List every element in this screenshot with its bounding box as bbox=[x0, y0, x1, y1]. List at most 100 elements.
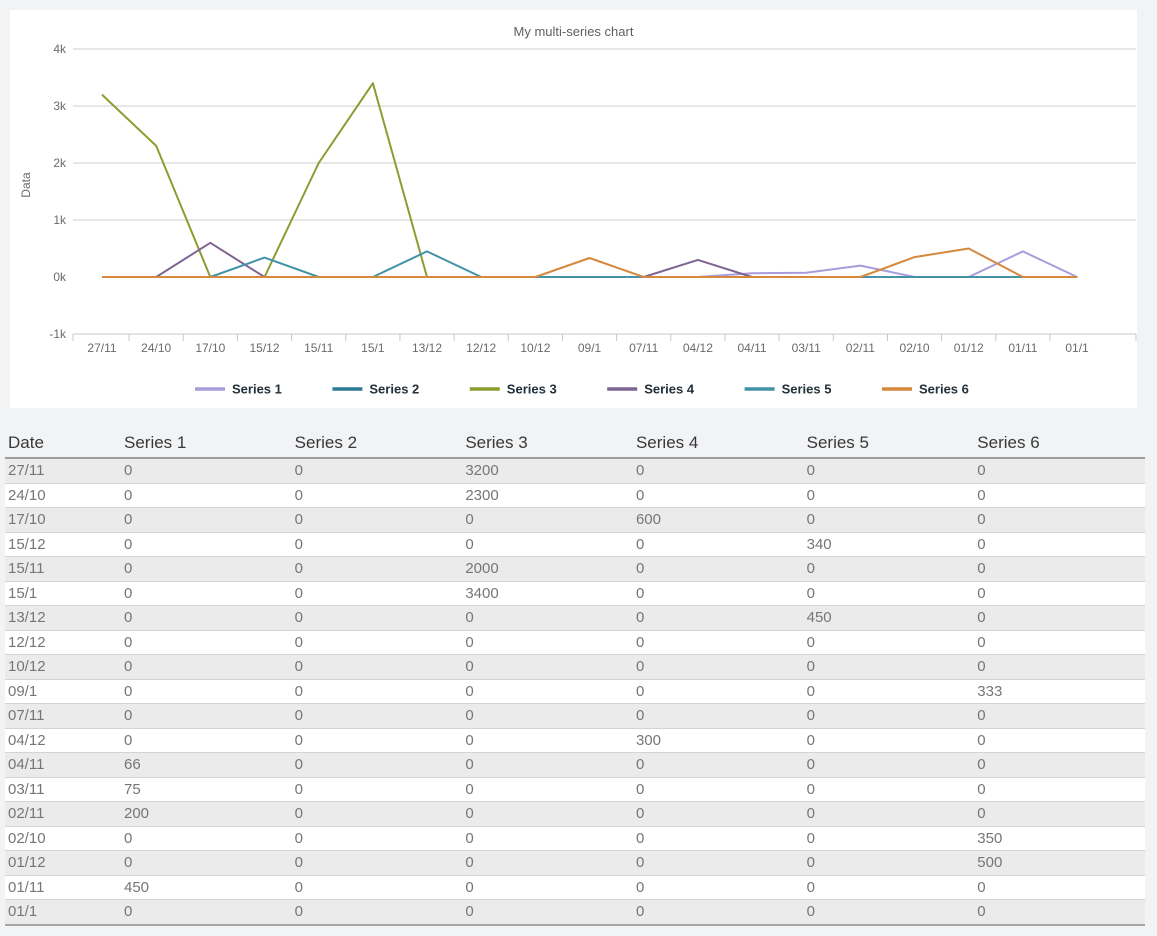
cell: 0 bbox=[462, 654, 633, 679]
x-tick-label: 15/1 bbox=[361, 341, 385, 355]
x-tick-label: 02/10 bbox=[900, 341, 930, 355]
y-tick-label: 4k bbox=[53, 42, 67, 56]
table-row: 15/1 0 0 3400 0 0 0 bbox=[5, 580, 1145, 606]
cell: 01/12 bbox=[5, 850, 121, 875]
x-tick-label: 09/1 bbox=[578, 341, 602, 355]
y-tick-label: 3k bbox=[53, 99, 67, 113]
legend-label: Series 5 bbox=[782, 382, 832, 397]
table-row: 02/11 200 0 0 0 0 0 bbox=[5, 801, 1145, 826]
table-row: 03/11 75 0 0 0 0 0 bbox=[5, 776, 1145, 802]
cell: 0 bbox=[291, 752, 463, 777]
x-tick-label: 13/12 bbox=[412, 341, 442, 355]
legend-item-series-2[interactable]: Series 2 bbox=[332, 382, 419, 397]
legend-item-series-3[interactable]: Series 3 bbox=[469, 382, 557, 397]
table-row: 01/12 0 0 0 0 0 500 bbox=[5, 850, 1145, 875]
cell: 0 bbox=[121, 629, 292, 655]
cell: 0 bbox=[803, 654, 975, 679]
cell: 0 bbox=[462, 801, 633, 826]
cell: 0 bbox=[974, 899, 1145, 925]
cell: 09/1 bbox=[5, 678, 121, 704]
column-header-series-6: Series 6 bbox=[974, 428, 1145, 459]
cell: 0 bbox=[803, 899, 975, 925]
cell: 333 bbox=[974, 678, 1145, 704]
table-row: 15/12 0 0 0 0 340 0 bbox=[5, 531, 1145, 557]
table-row: 10/12 0 0 0 0 0 0 bbox=[5, 654, 1145, 679]
table-row: 24/10 0 0 2300 0 0 0 bbox=[5, 482, 1145, 508]
cell: 0 bbox=[803, 825, 975, 851]
cell: 0 bbox=[632, 580, 804, 606]
cell: 0 bbox=[632, 457, 804, 483]
cell: 0 bbox=[974, 654, 1145, 679]
cell: 15/11 bbox=[5, 556, 121, 581]
cell: 01/11 bbox=[5, 874, 121, 900]
cell: 0 bbox=[121, 531, 292, 557]
cell: 75 bbox=[121, 776, 292, 802]
header-row: Date Series 1 Series 2 Series 3 Series 4 Seri… bbox=[5, 428, 1145, 459]
cell: 500 bbox=[974, 850, 1145, 875]
table-row: 01/11 450 0 0 0 0 0 bbox=[5, 874, 1145, 900]
table-row: 04/11 66 0 0 0 0 0 bbox=[5, 752, 1145, 777]
cell: 02/11 bbox=[5, 801, 121, 826]
cell: 0 bbox=[291, 507, 463, 532]
table-row: 12/12 0 0 0 0 0 0 bbox=[5, 629, 1145, 655]
cell: 0 bbox=[121, 605, 292, 630]
x-tick-label: 04/12 bbox=[683, 341, 713, 355]
table-header: Date Series 1 Series 2 Series 3 Series 4 Seri… bbox=[5, 428, 1145, 459]
column-header-series-5: Series 5 bbox=[803, 428, 975, 459]
cell: 0 bbox=[803, 752, 975, 777]
cell: 0 bbox=[291, 727, 463, 753]
series-line-series-5[interactable] bbox=[102, 250, 1078, 278]
y-tick-label: 0k bbox=[53, 270, 67, 284]
cell: 0 bbox=[974, 605, 1145, 630]
cell: 0 bbox=[121, 825, 292, 851]
cell: 24/10 bbox=[5, 482, 121, 508]
cell: 12/12 bbox=[5, 629, 121, 655]
cell: 04/12 bbox=[5, 727, 121, 753]
cell: 0 bbox=[291, 899, 463, 925]
series-line-series-6[interactable] bbox=[102, 247, 1078, 278]
cell: 0 bbox=[291, 874, 463, 900]
cell: 0 bbox=[291, 776, 463, 802]
cell: 0 bbox=[632, 825, 804, 851]
cell: 0 bbox=[803, 580, 975, 606]
cell: 0 bbox=[632, 629, 804, 655]
legend-item-series-4[interactable]: Series 4 bbox=[607, 382, 695, 397]
cell: 450 bbox=[121, 874, 292, 900]
cell: 0 bbox=[974, 703, 1145, 728]
cell: 0 bbox=[803, 801, 975, 826]
series-line-series-3[interactable] bbox=[101, 82, 1078, 278]
legend-item-series-6[interactable]: Series 6 bbox=[882, 382, 969, 397]
cell: 0 bbox=[974, 752, 1145, 777]
cell: 0 bbox=[121, 556, 292, 581]
cell: 0 bbox=[462, 752, 633, 777]
cell: 0 bbox=[291, 482, 463, 508]
legend-label: Series 4 bbox=[644, 382, 695, 397]
cell: 0 bbox=[291, 678, 463, 704]
legend-item-series-1[interactable]: Series 1 bbox=[195, 382, 282, 397]
series-line-series-4[interactable] bbox=[102, 241, 1078, 278]
cell: 2300 bbox=[462, 482, 633, 508]
cell: 0 bbox=[974, 776, 1145, 802]
cell: 0 bbox=[291, 580, 463, 606]
cell: 0 bbox=[121, 678, 292, 704]
cell: 3400 bbox=[462, 580, 633, 606]
cell: 27/11 bbox=[5, 457, 121, 483]
y-tick-label: 2k bbox=[53, 156, 67, 170]
table-row: 02/10 0 0 0 0 0 350 bbox=[5, 825, 1145, 851]
cell: 0 bbox=[632, 752, 804, 777]
column-header-series-4: Series 4 bbox=[632, 428, 804, 459]
cell: 0 bbox=[291, 801, 463, 826]
table-row: 27/11 0 0 3200 0 0 0 bbox=[5, 457, 1145, 483]
cell: 0 bbox=[803, 482, 975, 508]
cell: 0 bbox=[632, 874, 804, 900]
chart-title: My multi-series chart bbox=[513, 24, 634, 39]
cell: 0 bbox=[121, 727, 292, 753]
x-tick-label: 15/12 bbox=[249, 341, 279, 355]
cell: 300 bbox=[632, 727, 804, 753]
cell: 0 bbox=[632, 899, 804, 925]
cell: 0 bbox=[632, 654, 804, 679]
legend-item-series-5[interactable]: Series 5 bbox=[744, 382, 832, 397]
cell: 0 bbox=[803, 629, 975, 655]
cell: 0 bbox=[291, 850, 463, 875]
